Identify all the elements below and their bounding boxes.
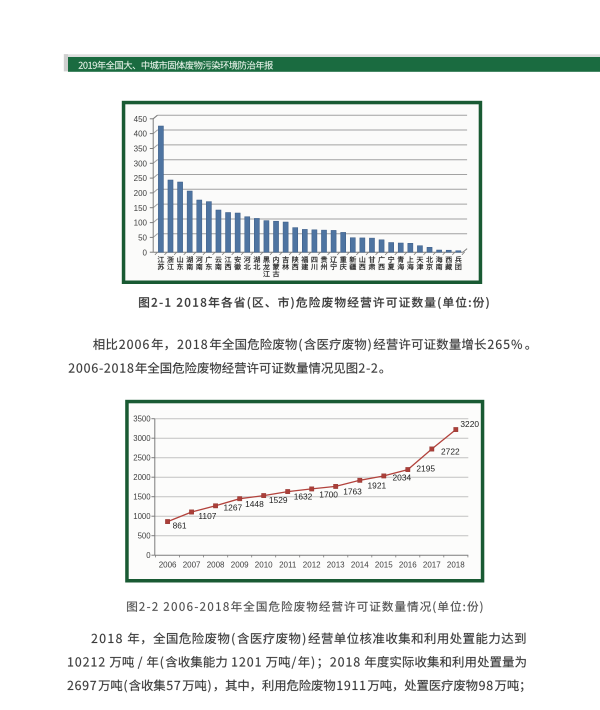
svg-text:3000: 3000 [133,434,151,443]
svg-text:2500: 2500 [133,454,151,463]
svg-text:1700: 1700 [319,490,338,500]
svg-text:2015: 2015 [375,560,393,569]
svg-text:2722: 2722 [441,447,460,457]
svg-text:1632: 1632 [294,492,313,502]
svg-text:2016: 2016 [399,560,417,569]
svg-text:1921: 1921 [368,481,387,491]
svg-text:350: 350 [134,145,148,154]
svg-text:250: 250 [134,174,148,183]
svg-text:0: 0 [143,248,148,257]
svg-text:2008: 2008 [207,560,225,569]
svg-text:2007: 2007 [183,560,201,569]
svg-text:861: 861 [173,521,187,531]
svg-text:2012: 2012 [303,560,321,569]
svg-text:100: 100 [134,219,148,228]
svg-text:400: 400 [134,130,148,139]
svg-text:1448: 1448 [245,499,264,509]
svg-text:300: 300 [134,159,148,168]
svg-text:2013: 2013 [327,560,345,569]
svg-text:2018: 2018 [447,560,465,569]
svg-text:2195: 2195 [416,464,435,474]
svg-text:1000: 1000 [133,512,151,521]
svg-text:1500: 1500 [133,493,151,502]
svg-text:2010: 2010 [255,560,273,569]
svg-text:2000: 2000 [133,473,151,482]
svg-text:1763: 1763 [343,486,362,496]
svg-text:1267: 1267 [224,503,243,513]
svg-text:1529: 1529 [269,495,288,505]
svg-text:3500: 3500 [133,415,151,424]
svg-text:500: 500 [138,532,152,541]
svg-text:450: 450 [134,115,148,124]
svg-text:3220: 3220 [460,419,479,429]
svg-text:2006: 2006 [159,560,177,569]
svg-text:2011: 2011 [279,560,297,569]
svg-text:0: 0 [146,551,151,560]
svg-text:50: 50 [138,234,147,243]
svg-text:2009: 2009 [231,560,249,569]
svg-text:200: 200 [134,189,148,198]
svg-text:2017: 2017 [423,560,441,569]
svg-text:1107: 1107 [198,511,216,521]
svg-text:2034: 2034 [393,472,412,482]
svg-text:150: 150 [134,204,148,213]
svg-text:2014: 2014 [351,560,369,569]
